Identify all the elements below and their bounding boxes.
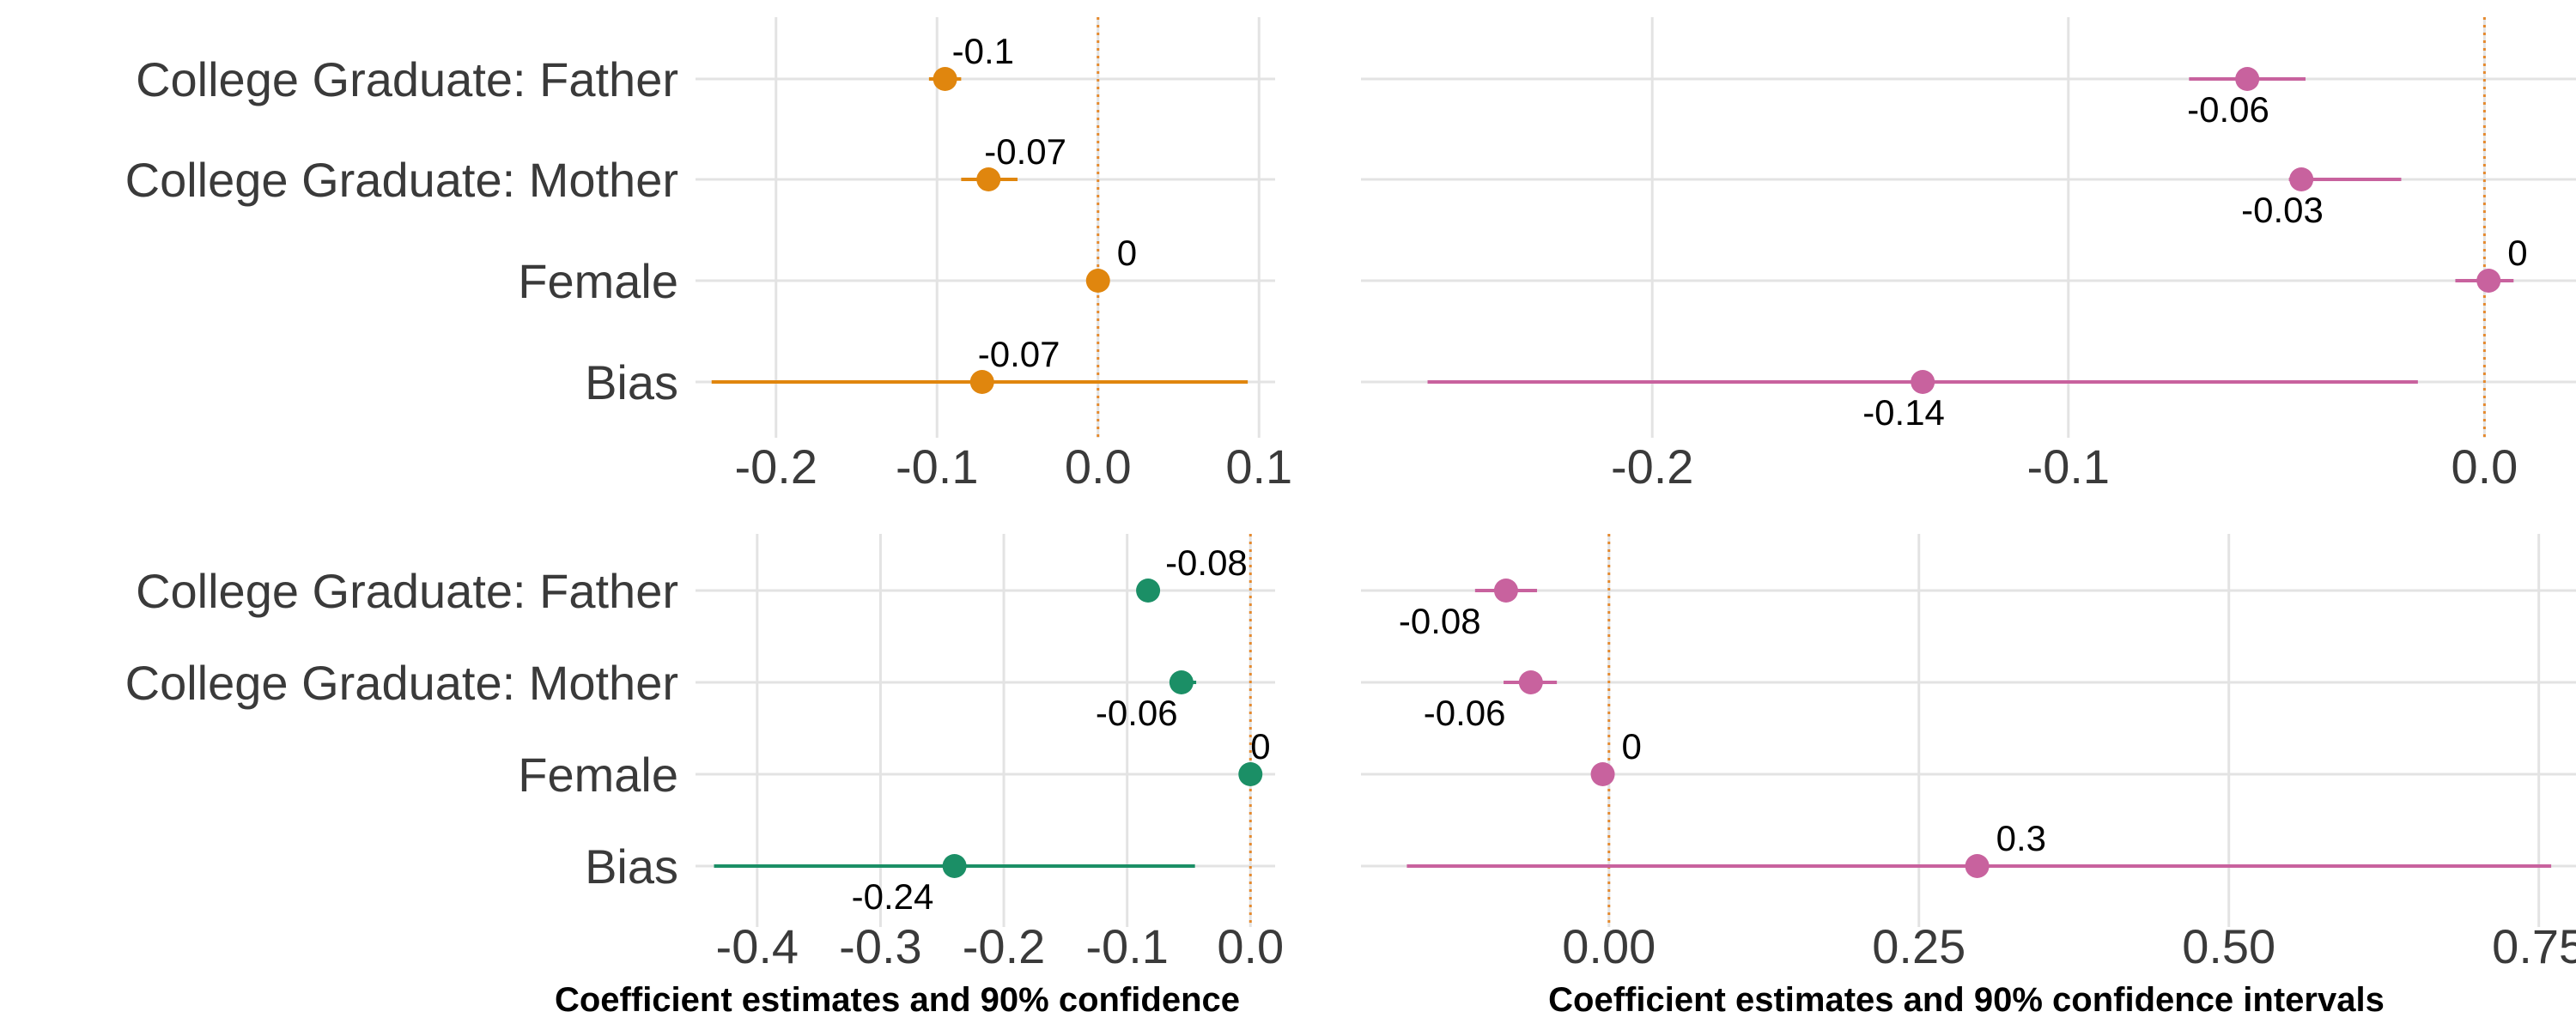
x-tick-label: 0.75: [2492, 919, 2576, 973]
category-label: Bias: [585, 355, 678, 409]
x-tick-label: -0.2: [1611, 439, 1694, 494]
estimate-point: [1965, 854, 1990, 878]
estimate-point: [1169, 670, 1194, 694]
estimate-label: 0.3: [1996, 818, 2046, 858]
category-label: College Graduate: Mother: [125, 656, 678, 710]
estimate-label: -0.24: [852, 876, 934, 917]
x-tick-label: -0.1: [2027, 439, 2111, 494]
x-tick-label: 0.0: [1217, 919, 1284, 973]
category-label: Female: [518, 254, 678, 308]
estimate-point: [1518, 670, 1543, 694]
estimate-point: [969, 370, 994, 394]
estimate-point: [942, 854, 967, 878]
x-tick-label: 0.1: [1225, 439, 1292, 494]
x-tick-label: -0.3: [839, 919, 922, 973]
estimate-label: -0.1: [952, 31, 1014, 71]
estimate-label: -0.07: [984, 131, 1066, 172]
estimate-label: -0.06: [1424, 693, 1506, 733]
estimate-point: [976, 167, 1001, 191]
estimate-point: [1085, 269, 1110, 293]
x-tick-label: -0.1: [896, 439, 979, 494]
x-axis-title: Coefficient estimates and 90% confidence…: [1548, 981, 2385, 1019]
estimate-point: [1590, 762, 1615, 786]
x-axis-title: Coefficient estimates and 90% confidence: [555, 981, 1240, 1019]
estimate-point: [2476, 269, 2501, 293]
x-tick-label: -0.4: [716, 919, 799, 973]
x-tick-label: -0.1: [1085, 919, 1169, 973]
forest-panel-2: -0.2 -0.1 0.0 -0.06 -0.03 0 -0.14: [1361, 17, 2576, 494]
forest-panel-4: 0.00 0.25 0.50 0.75 -0.08 -0.06 0 0.3 Coefficien…: [1361, 534, 2576, 1019]
estimate-label: -0.03: [2241, 190, 2324, 230]
category-label: Female: [518, 748, 678, 802]
estimate-label: -0.07: [978, 334, 1060, 374]
estimate-label: 0: [2507, 233, 2527, 273]
forest-panel-3: -0.4 -0.3 -0.2 -0.1 0.0 College Graduate: Fat…: [125, 534, 1284, 1019]
x-tick-label: 0.00: [1562, 919, 1656, 973]
x-tick-label: 0.0: [1065, 439, 1132, 494]
estimate-point: [2235, 67, 2260, 91]
estimate-point: [1238, 762, 1263, 786]
category-label: Bias: [585, 839, 678, 894]
category-label: College Graduate: Father: [136, 52, 678, 106]
estimate-label: -0.06: [2187, 89, 2269, 130]
estimate-point: [2289, 167, 2314, 191]
estimate-label: -0.14: [1862, 392, 1945, 433]
category-label: College Graduate: Father: [136, 564, 678, 618]
estimate-label: -0.08: [1165, 542, 1248, 583]
estimate-label: -0.08: [1399, 601, 1481, 641]
estimate-label: -0.06: [1096, 693, 1178, 733]
estimate-point: [1493, 579, 1518, 603]
category-label: College Graduate: Mother: [125, 153, 678, 207]
x-tick-label: -0.2: [963, 919, 1046, 973]
x-tick-label: 0.0: [2451, 439, 2518, 494]
x-tick-label: 0.25: [1872, 919, 1965, 973]
estimate-label: 0: [1250, 726, 1270, 766]
estimate-label: 0: [1622, 726, 1642, 766]
x-tick-label: 0.50: [2182, 919, 2275, 973]
x-tick-label: -0.2: [735, 439, 818, 494]
estimate-point: [1911, 370, 1935, 394]
estimate-point: [1136, 579, 1161, 603]
estimate-point: [933, 67, 957, 91]
forest-panel-1: -0.2 -0.1 0.0 0.1 College Graduate: Father Co…: [125, 17, 1292, 494]
estimate-label: 0: [1117, 233, 1137, 273]
